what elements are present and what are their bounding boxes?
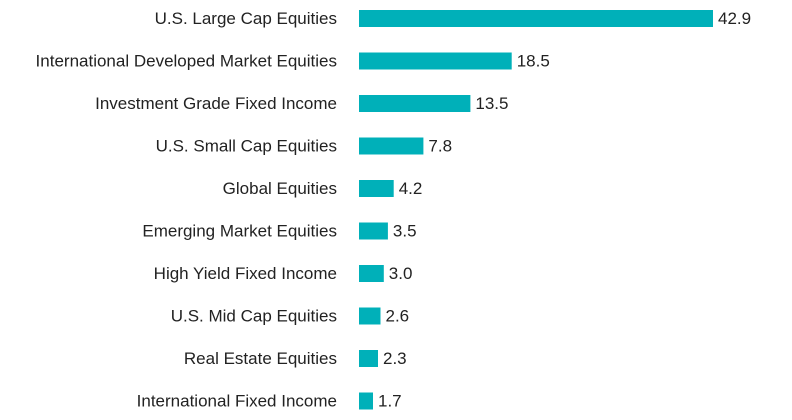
value-label: 3.5 <box>393 222 417 241</box>
category-labels: U.S. Large Cap Equities International Dev… <box>36 9 337 411</box>
value-label: 2.3 <box>383 349 407 368</box>
category-label: International Fixed Income <box>137 392 337 411</box>
bars-layer <box>359 10 713 410</box>
value-label: 2.6 <box>386 307 410 326</box>
value-labels: 42.9 18.5 13.5 7.8 4.2 3.5 3.0 2.6 2.3 1.7 <box>378 9 751 411</box>
bar <box>359 392 373 410</box>
category-label: U.S. Large Cap Equities <box>155 9 337 28</box>
bar <box>359 10 713 27</box>
category-label: U.S. Small Cap Equities <box>156 137 337 156</box>
value-label: 3.0 <box>389 264 413 283</box>
value-label: 18.5 <box>517 52 550 71</box>
bar <box>359 95 471 112</box>
category-label: High Yield Fixed Income <box>154 264 337 283</box>
value-label: 1.7 <box>378 392 402 411</box>
value-label: 13.5 <box>475 94 508 113</box>
category-label: Real Estate Equities <box>184 349 337 368</box>
value-label: 42.9 <box>718 9 751 28</box>
category-label: International Developed Market Equities <box>36 52 337 71</box>
value-label: 4.2 <box>399 179 423 198</box>
bar <box>359 265 384 282</box>
bar <box>359 307 381 325</box>
category-label: U.S. Mid Cap Equities <box>171 307 337 326</box>
bar <box>359 350 378 367</box>
bar <box>359 137 424 155</box>
category-label: Global Equities <box>223 179 337 198</box>
category-label: Investment Grade Fixed Income <box>95 94 337 113</box>
bar <box>359 52 512 70</box>
category-label: Emerging Market Equities <box>142 222 337 241</box>
value-label: 7.8 <box>428 137 452 156</box>
bar <box>359 180 394 197</box>
bar <box>359 222 388 240</box>
